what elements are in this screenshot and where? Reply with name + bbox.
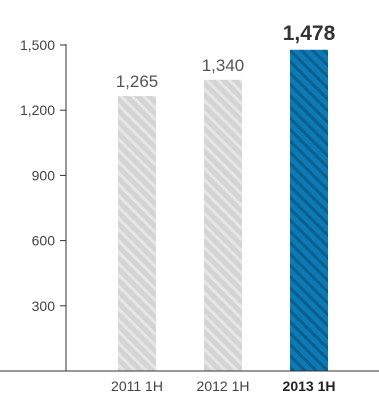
y-tick-label: 900 xyxy=(32,167,56,183)
y-tick-label: 1,200 xyxy=(20,102,55,118)
data-label: 1,478 xyxy=(283,22,336,45)
data-labels: 1,265 1,340 1,478 xyxy=(116,22,336,91)
bars xyxy=(118,49,328,372)
bar-2013-1h xyxy=(290,49,328,371)
y-tick-label: 1,500 xyxy=(20,37,55,53)
data-label: 1,340 xyxy=(202,56,245,75)
data-label: 1,265 xyxy=(116,72,159,91)
bar-2012-1h xyxy=(204,79,242,372)
bar-2011-1h xyxy=(118,96,156,371)
x-tick-label: 2011 1H xyxy=(111,378,163,394)
x-tick-label: 2012 1H xyxy=(197,378,250,394)
y-tick-label: 600 xyxy=(32,233,56,249)
y-axis: 300 600 900 1,200 1,500 xyxy=(20,37,67,371)
y-tick-label: 300 xyxy=(32,298,56,314)
x-axis: 2011 1H 2012 1H 2013 1H xyxy=(0,370,379,394)
x-tick-label: 2013 1H xyxy=(283,378,336,394)
